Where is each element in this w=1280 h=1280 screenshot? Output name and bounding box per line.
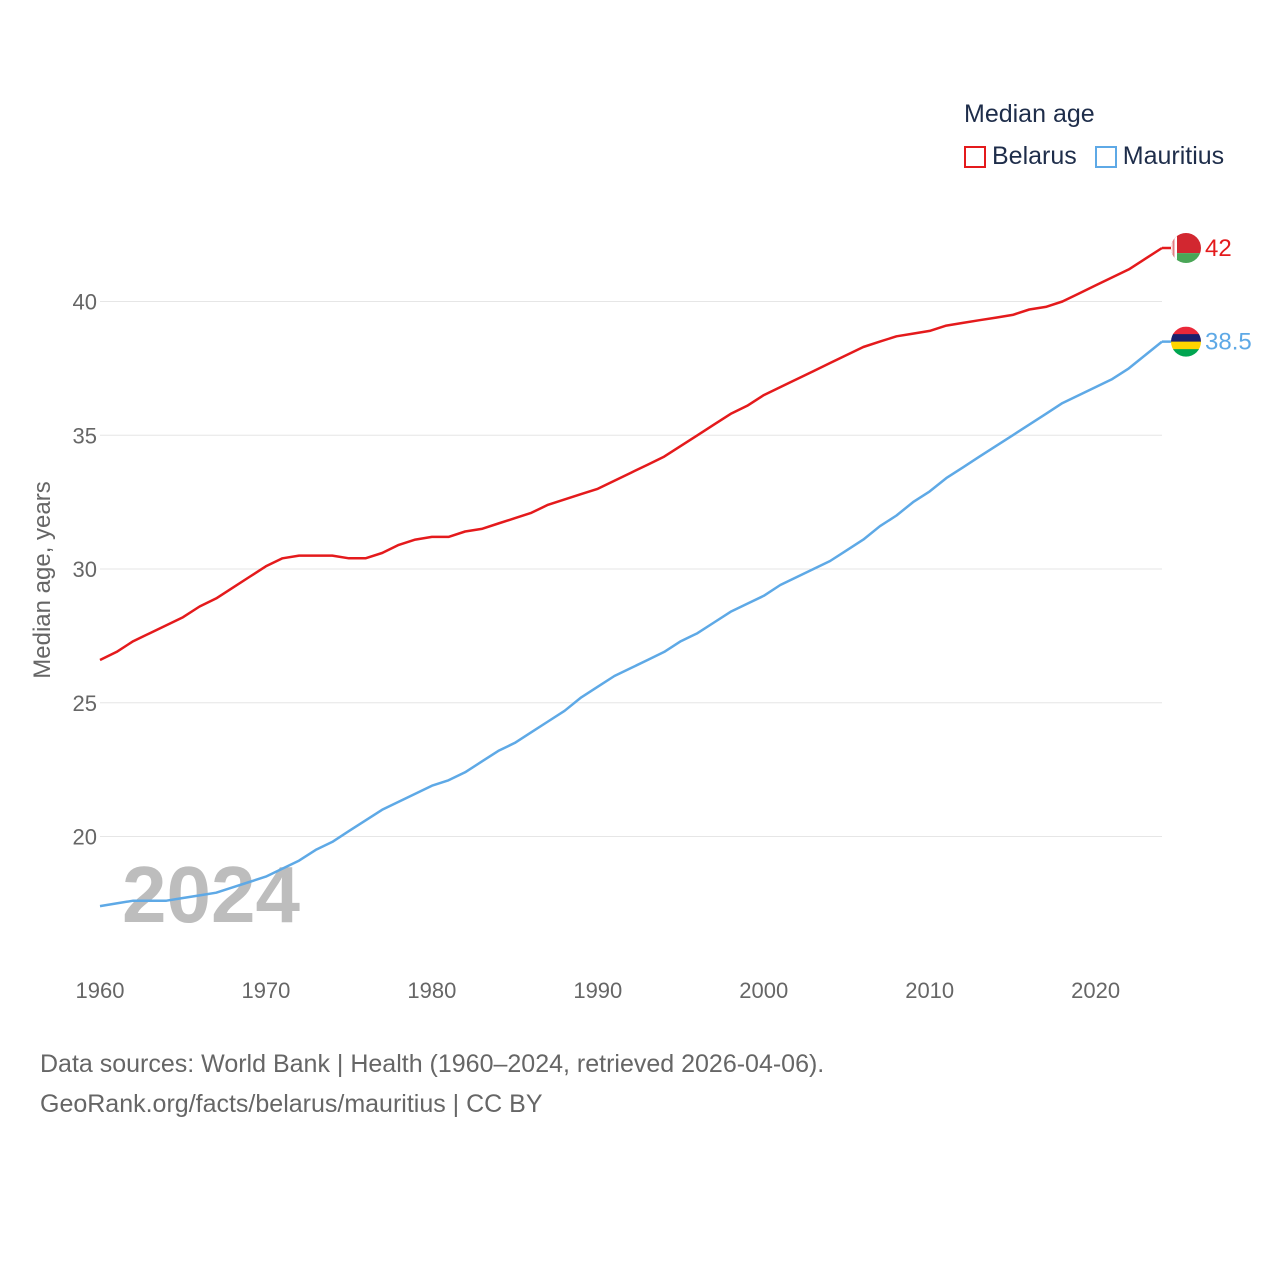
- x-tick-label-1990: 1990: [573, 978, 622, 1003]
- y-axis-title: Median age, years: [29, 481, 56, 678]
- mauritius-flag-icon: [1171, 326, 1201, 357]
- end-label-mauritius: 38.5: [1205, 329, 1252, 356]
- series-lines: [99, 246, 1163, 908]
- legend-title: Median age: [964, 100, 1095, 128]
- legend-label-belarus: Belarus: [992, 142, 1077, 170]
- x-tick-label-2020: 2020: [1071, 978, 1120, 1003]
- legend-label-mauritius: Mauritius: [1122, 142, 1225, 170]
- footer-sources: Data sources: World Bank | Health (1960–…: [40, 1050, 825, 1078]
- end-markers: 42 38.5: [1162, 233, 1252, 357]
- x-tick-label-2010: 2010: [905, 978, 954, 1003]
- series-line-mauritius[interactable]: [99, 340, 1163, 908]
- y-tick-label-30: 30: [73, 557, 97, 582]
- gridlines: [100, 301, 1162, 837]
- x-tick-label-1970: 1970: [241, 978, 290, 1003]
- end-label-belarus: 42: [1205, 235, 1232, 262]
- legend: Belarus Mauritius: [964, 142, 1224, 171]
- x-tick-label-1960: 1960: [76, 978, 125, 1003]
- series-line-belarus[interactable]: [99, 246, 1163, 662]
- footer: Data sources: World Bank | Health (1960–…: [40, 1044, 824, 1124]
- legend-item-belarus[interactable]: Belarus: [964, 142, 1077, 171]
- y-axis-ticks: 20 25 30 35 40: [73, 290, 97, 850]
- y-tick-label-35: 35: [73, 423, 97, 448]
- legend-swatch-belarus: [964, 145, 986, 168]
- x-tick-label-1980: 1980: [407, 978, 456, 1003]
- legend-swatch-mauritius: [1094, 145, 1117, 168]
- x-tick-label-2000: 2000: [739, 978, 788, 1003]
- y-tick-label-20: 20: [73, 825, 97, 850]
- footer-link[interactable]: GeoRank.org/facts/belarus/mauritius | CC…: [40, 1090, 543, 1118]
- legend-item-mauritius[interactable]: Mauritius: [1094, 142, 1225, 171]
- y-tick-label-25: 25: [73, 691, 97, 716]
- belarus-flag-icon: [1171, 233, 1201, 263]
- x-axis-ticks: 1960 1970 1980 1990 2000 2010 2020: [76, 978, 1121, 1003]
- y-tick-label-40: 40: [73, 290, 97, 315]
